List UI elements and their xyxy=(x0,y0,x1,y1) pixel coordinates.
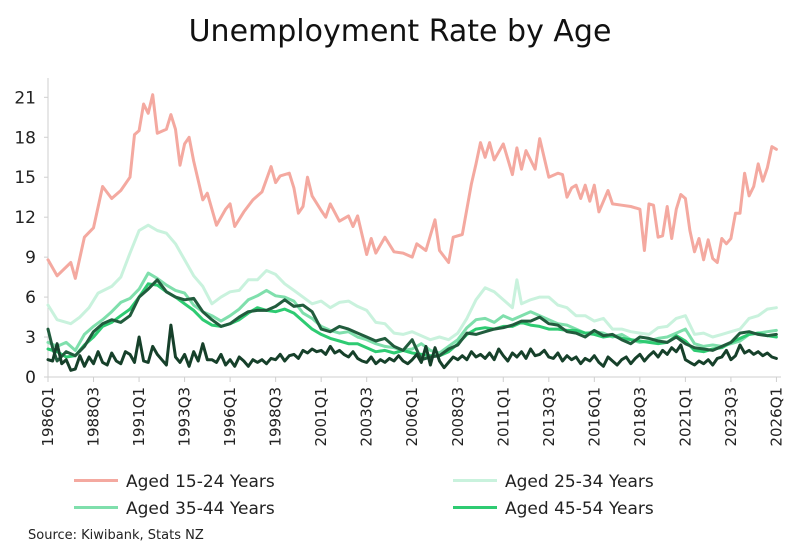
chart-title: Unemployment Rate by Age xyxy=(188,14,612,49)
legend-swatch-35-44 xyxy=(74,505,118,509)
x-tick-label: 1988Q3 xyxy=(85,387,103,447)
y-tick-label: 9 xyxy=(25,248,36,268)
legend-label-15-24: Aged 15-24 Years xyxy=(126,472,275,492)
x-tick-label: 2006Q1 xyxy=(403,387,421,447)
y-tick-label: 21 xyxy=(14,88,36,108)
series-line-6 xyxy=(46,323,778,372)
legend-label-45-54: Aged 45-54 Years xyxy=(505,499,654,519)
legend-swatch-45-54 xyxy=(453,505,497,509)
chart-axes: 0 3 6 9 12 15 18 21 1986Q1 1988Q3 1991Q1 1993Q3 1996… xyxy=(14,78,785,447)
y-tick-label: 18 xyxy=(14,128,36,148)
x-tick-label: 2011Q1 xyxy=(494,387,512,447)
x-tick-label: 1993Q3 xyxy=(176,387,194,447)
series-line-5 xyxy=(46,278,778,363)
y-tick-label: 12 xyxy=(14,208,36,228)
x-tick-label: 2026Q1 xyxy=(767,387,785,447)
series-line-4 xyxy=(46,282,778,359)
chart-source: Source: Kiwibank, Stats NZ xyxy=(28,528,204,543)
legend-swatch-25-34 xyxy=(453,478,497,482)
legend-item-15-24: Aged 15-24 Years xyxy=(74,472,275,492)
x-tick-label: 1998Q3 xyxy=(267,387,285,447)
x-tick-label: 2023Q3 xyxy=(722,387,740,447)
x-tick-label: 1996Q1 xyxy=(221,387,239,447)
series-line-2 xyxy=(46,223,778,342)
x-tick-label: 1986Q1 xyxy=(39,387,57,447)
x-tick-label: 2008Q3 xyxy=(449,387,467,447)
y-tick-label: 0 xyxy=(25,368,36,388)
legend-item-45-54: Aged 45-54 Years xyxy=(453,499,654,519)
x-tick-label: 1991Q1 xyxy=(130,387,148,447)
x-tick-label: 2013Q3 xyxy=(540,387,558,447)
x-tick-label: 2016Q1 xyxy=(585,387,603,447)
x-tick-label: 2018Q3 xyxy=(631,387,649,447)
legend-label-25-34: Aged 25-34 Years xyxy=(505,472,654,492)
x-tick-label: 2003Q3 xyxy=(358,387,376,447)
legend-item-25-34: Aged 25-34 Years xyxy=(453,472,654,492)
legend-swatch-15-24 xyxy=(74,478,118,482)
legend-item-35-44: Aged 35-44 Years xyxy=(74,499,275,519)
chart-series-lines xyxy=(46,93,778,372)
y-tick-label: 15 xyxy=(14,168,36,188)
x-tick-label: 2021Q1 xyxy=(676,387,694,447)
y-tick-label: 3 xyxy=(25,328,36,348)
y-tick-label: 6 xyxy=(25,288,36,308)
series-line-1 xyxy=(46,93,778,280)
x-tick-label: 2001Q1 xyxy=(312,387,330,447)
legend-label-35-44: Aged 35-44 Years xyxy=(126,499,275,519)
